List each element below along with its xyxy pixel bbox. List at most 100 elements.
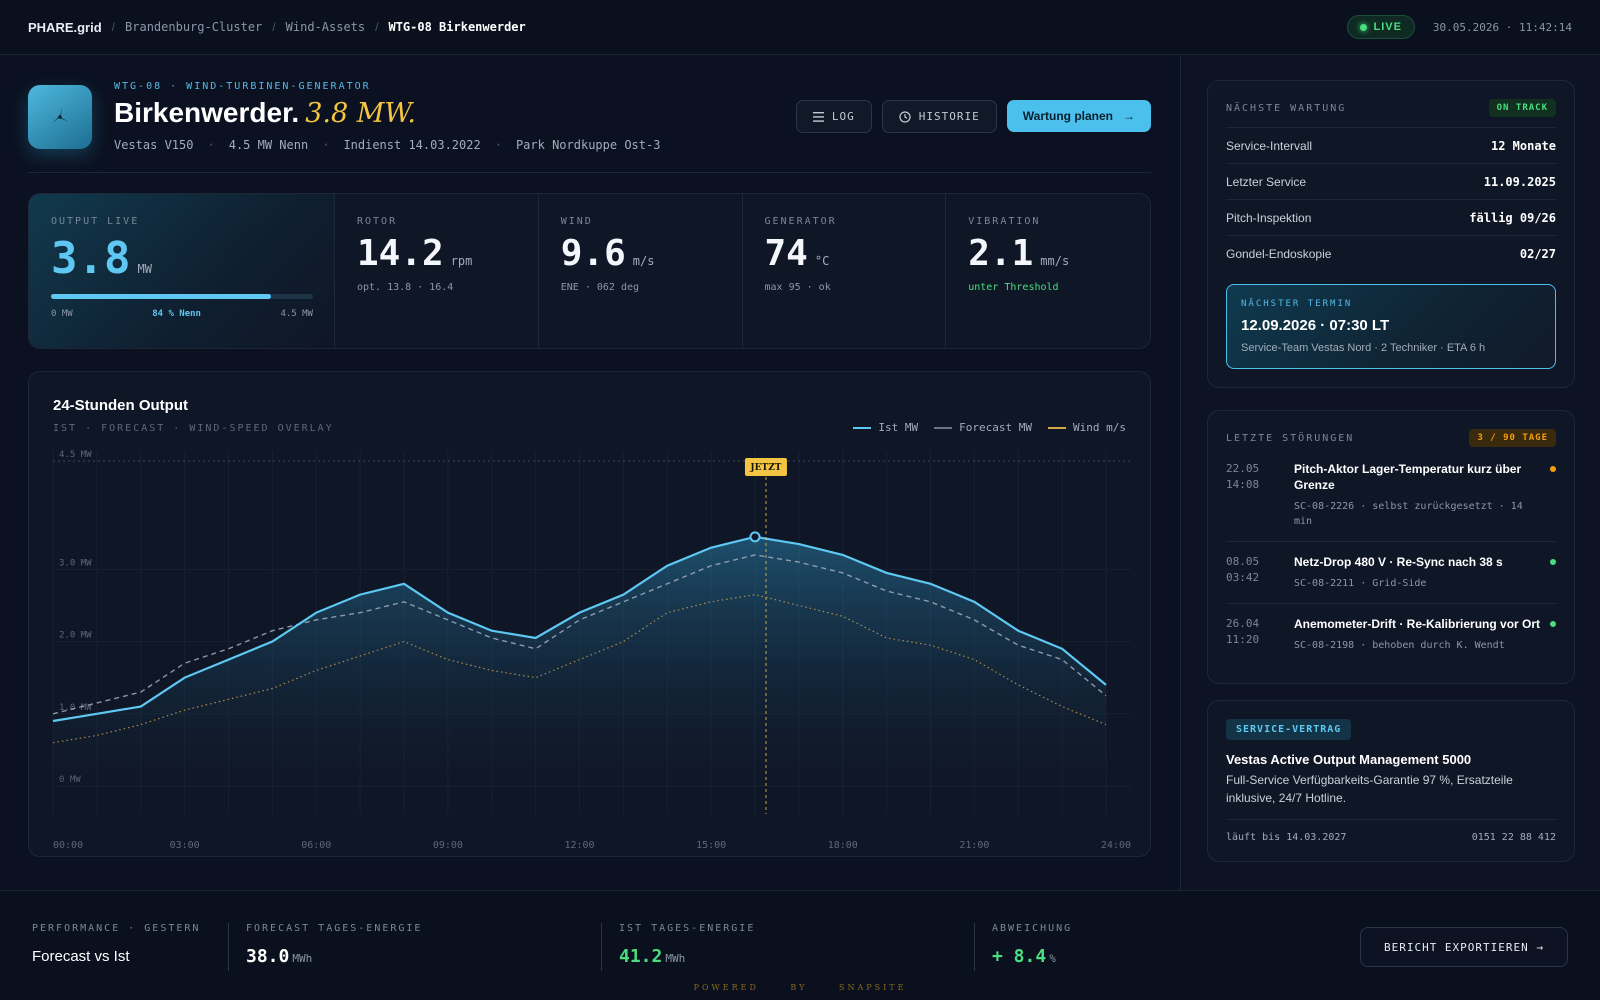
kpi-value: 74 xyxy=(764,233,808,274)
top-bar: PHARE.grid / Brandenburg-Cluster / Wind-… xyxy=(0,0,1600,55)
main-content: WTG-08 · WIND-TURBINEN-GENERATOR Birkenw… xyxy=(28,55,1151,857)
service-contract-card: SERVICE-VERTRAG Vestas Active Output Man… xyxy=(1207,700,1575,862)
contract-phone[interactable]: 0151 22 88 412 xyxy=(1471,832,1556,843)
kpi-strip: OUTPUT LIVE 3.8 MW 0 MW 84 % Nenn 4.5 MW… xyxy=(28,193,1151,349)
incident-timestamp: 08.05 03:42 xyxy=(1226,554,1294,591)
asset-rating: 4.5 MW Nenn xyxy=(228,138,309,152)
x-tick-label: 15:00 xyxy=(696,840,726,851)
footer-label: FORECAST TAGES-ENERGIE xyxy=(246,923,423,934)
output-progress-bar xyxy=(51,294,313,299)
incident-meta: SC-08-2226 · selbst zurückgesetzt · 14 m… xyxy=(1294,501,1523,527)
contract-valid-until: läuft bis 14.03.2027 xyxy=(1226,832,1347,843)
footer-text: Forecast vs Ist xyxy=(32,948,130,965)
incident-time: 11:20 xyxy=(1226,633,1260,646)
y-tick-label: 1.0 MW xyxy=(59,703,92,713)
service-contract-description: Full-Service Verfügbarkeits-Garantie 97 … xyxy=(1226,773,1513,805)
row-value: 11.09.2025 xyxy=(1483,174,1556,189)
kpi-rotor: ROTOR 14.2 rpm opt. 13.8 · 16.4 xyxy=(335,194,539,348)
kpi-value-row: 9.6 m/s xyxy=(561,233,720,274)
footer-label: ABWEICHUNG xyxy=(992,923,1073,934)
now-marker-badge xyxy=(744,458,787,476)
bar-max-label: 4.5 MW xyxy=(280,309,313,319)
incident-body: Netz-Drop 480 V · Re-Sync nach 38 s SC-0… xyxy=(1294,554,1544,591)
footer-unit: % xyxy=(1049,952,1056,965)
kpi-sub: opt. 13.8 · 16.4 xyxy=(357,282,454,293)
brand-logo[interactable]: PHARE.grid xyxy=(28,19,102,35)
footer-divider xyxy=(601,923,602,971)
incident-time: 14:08 xyxy=(1226,478,1260,491)
row-value: fällig 09/26 xyxy=(1469,210,1556,225)
footer-number: + 8.4 xyxy=(992,946,1047,967)
plan-maintenance-label: Wartung planen xyxy=(1022,109,1113,123)
incident-item[interactable]: 22.05 14:08 Pitch-Aktor Lager-Temperatur … xyxy=(1226,449,1556,542)
asset-output-accent: 3.8 MW. xyxy=(305,98,416,129)
log-button[interactable]: LOG xyxy=(795,100,872,133)
incident-timestamp: 22.05 14:08 xyxy=(1226,461,1294,529)
maintenance-label: NÄCHSTE WARTUNG xyxy=(1226,102,1347,114)
footer-value: 38.0 MWh xyxy=(246,946,422,967)
export-report-button[interactable]: BERICHT EXPORTIEREN → xyxy=(1360,927,1568,967)
maintenance-header: NÄCHSTE WARTUNG ON TRACK xyxy=(1226,99,1556,117)
breadcrumb-item-current: WTG-08 Birkenwerder xyxy=(388,20,526,34)
arrow-right-icon: → xyxy=(1123,109,1135,123)
series-line-forecast xyxy=(52,554,1107,715)
footer-performance: PERFORMANCE · GESTERN Forecast vs Ist xyxy=(32,923,200,965)
chart-legend: Ist MW Forecast MW Wind m/s xyxy=(853,421,1126,434)
incident-item[interactable]: 08.05 03:42 Netz-Drop 480 V · Re-Sync nac… xyxy=(1226,542,1556,604)
kpi-label: VIBRATION xyxy=(968,216,1041,227)
x-tick-label: 12:00 xyxy=(564,840,594,851)
bar-min-label: 0 MW xyxy=(51,309,73,319)
header-actions: LOG HISTORIE Wartung planen → xyxy=(795,100,1151,133)
bar-mid-label: 84 % Nenn xyxy=(152,309,201,319)
kpi-label: OUTPUT LIVE xyxy=(51,216,140,227)
incident-title: Pitch-Aktor Lager-Temperatur kurz über G… xyxy=(1294,462,1522,492)
breadcrumb-item-cluster[interactable]: Brandenburg-Cluster xyxy=(125,20,263,34)
asset-park: Park Nordkuppe Ost-3 xyxy=(515,138,661,152)
incident-body: Pitch-Aktor Lager-Temperatur kurz über G… xyxy=(1294,461,1544,529)
footer-unit: MWh xyxy=(292,952,313,965)
output-progress-fill xyxy=(51,294,272,299)
row-value: 12 Monate xyxy=(1490,138,1556,153)
kpi-generator: GENERATOR 74 °C max 95 · ok xyxy=(743,194,947,348)
x-tick-label: 00:00 xyxy=(53,840,83,851)
legend-item-wind[interactable]: Wind m/s xyxy=(1048,421,1126,434)
asset-kicker: WTG-08 · WIND-TURBINEN-GENERATOR xyxy=(114,81,371,92)
kpi-value-row: 14.2 rpm xyxy=(357,233,516,274)
maintenance-row: Letzter Service 11.09.2025 xyxy=(1226,164,1556,200)
asset-model: Vestas V150 xyxy=(114,138,194,152)
chart-title: 24-Stunden Output xyxy=(53,397,188,414)
maintenance-row: Gondel-Endoskopie 02/27 xyxy=(1226,236,1556,272)
output-chart[interactable]: 0 MW1.0 MW2.0 MW3.0 MW4.5 MW00:0003:0006… xyxy=(29,372,1152,858)
current-value-point xyxy=(749,531,761,543)
asset-name: Birkenwerder. xyxy=(114,97,300,128)
history-button-label: HISTORIE xyxy=(918,110,980,123)
y-tick-label: 4.5 MW xyxy=(59,450,92,460)
history-button[interactable]: HISTORIE xyxy=(881,100,997,133)
maintenance-row: Pitch-Inspektion fällig 09/26 xyxy=(1226,200,1556,236)
y-tick-label: 3.0 MW xyxy=(59,558,92,568)
wind-turbine-icon xyxy=(28,85,92,149)
x-tick-label: 21:00 xyxy=(959,840,989,851)
footer-label: PERFORMANCE · GESTERN xyxy=(32,923,201,934)
footer-deviation: ABWEICHUNG + 8.4% xyxy=(992,923,1072,967)
row-key: Gondel-Endoskopie xyxy=(1226,247,1332,261)
asset-header: WTG-08 · WIND-TURBINEN-GENERATOR Birkenw… xyxy=(28,55,1151,173)
incident-list: 22.05 14:08 Pitch-Aktor Lager-Temperatur … xyxy=(1226,449,1556,665)
live-label: LIVE xyxy=(1373,21,1402,33)
kpi-unit: MW xyxy=(137,262,152,276)
breadcrumb-item-wind-assets[interactable]: Wind-Assets xyxy=(285,20,366,34)
legend-item-forecast[interactable]: Forecast MW xyxy=(934,421,1032,434)
right-sidebar: NÄCHSTE WARTUNG ON TRACK Service-Interva… xyxy=(1180,55,1600,890)
plan-maintenance-button[interactable]: Wartung planen → xyxy=(1006,100,1151,132)
maintenance-row: Service-Intervall 12 Monate xyxy=(1226,128,1556,164)
live-badge: LIVE xyxy=(1347,15,1415,39)
incident-item[interactable]: 26.04 11:20 Anemometer-Drift · Re-Kalibri… xyxy=(1226,604,1556,665)
breadcrumb-separator: / xyxy=(375,20,379,34)
incident-status-dot xyxy=(1550,621,1556,627)
legend-item-ist[interactable]: Ist MW xyxy=(853,421,918,434)
meta-separator: · xyxy=(494,138,502,152)
row-key: Letzter Service xyxy=(1226,174,1307,189)
kpi-unit: mm/s xyxy=(1040,254,1070,268)
kpi-value-row: 74 °C xyxy=(765,233,924,274)
next-appointment[interactable]: NÄCHSTER TERMIN 12.09.2026 · 07:30 LT Se… xyxy=(1226,284,1556,369)
